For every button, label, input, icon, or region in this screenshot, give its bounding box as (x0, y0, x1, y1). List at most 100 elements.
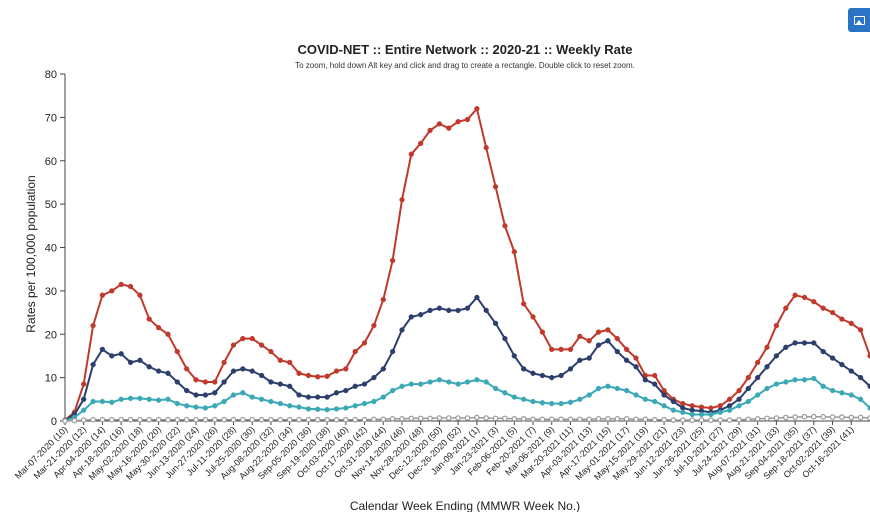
data-point[interactable] (380, 416, 387, 423)
data-point[interactable] (184, 366, 190, 372)
data-point[interactable] (736, 387, 742, 394)
data-point[interactable] (474, 414, 480, 421)
data-point[interactable] (212, 403, 218, 409)
data-point[interactable] (857, 414, 864, 421)
data-point[interactable] (633, 392, 639, 398)
data-point[interactable] (314, 416, 321, 423)
data-point[interactable] (670, 398, 677, 405)
data-point[interactable] (642, 377, 648, 383)
data-point[interactable] (202, 392, 209, 398)
data-point[interactable] (305, 394, 312, 400)
data-point[interactable] (352, 416, 359, 423)
data-point[interactable] (633, 416, 639, 423)
data-point[interactable] (202, 416, 209, 423)
data-point[interactable] (792, 340, 798, 346)
data-point[interactable] (127, 283, 134, 290)
data-point[interactable] (754, 415, 761, 422)
data-point[interactable] (90, 322, 96, 329)
data-point[interactable] (352, 348, 358, 355)
data-point[interactable] (399, 197, 405, 203)
data-point[interactable] (305, 372, 312, 379)
data-point[interactable] (848, 320, 854, 327)
data-point[interactable] (174, 379, 180, 385)
data-point[interactable] (230, 368, 237, 374)
data-point[interactable] (165, 370, 171, 376)
data-point[interactable] (755, 392, 761, 398)
data-point[interactable] (418, 312, 424, 318)
data-point[interactable] (296, 370, 302, 376)
data-point[interactable] (399, 415, 405, 422)
data-point[interactable] (361, 381, 368, 387)
data-point[interactable] (287, 383, 293, 389)
data-point[interactable] (577, 396, 583, 402)
data-point[interactable] (689, 403, 695, 409)
data-point[interactable] (371, 398, 377, 405)
data-point[interactable] (549, 374, 555, 381)
data-point[interactable] (726, 396, 733, 402)
data-point[interactable] (408, 381, 414, 387)
data-point[interactable] (427, 415, 433, 422)
data-point[interactable] (71, 417, 78, 424)
data-point[interactable] (455, 381, 461, 387)
data-point[interactable] (62, 418, 68, 424)
data-point[interactable] (745, 374, 751, 381)
data-point[interactable] (633, 364, 639, 370)
data-point[interactable] (605, 383, 611, 389)
data-point[interactable] (492, 415, 499, 422)
data-point[interactable] (623, 346, 630, 353)
data-point[interactable] (315, 406, 321, 412)
data-point[interactable] (174, 416, 181, 423)
data-point[interactable] (773, 322, 780, 329)
data-point[interactable] (623, 387, 630, 394)
data-point[interactable] (829, 414, 836, 420)
data-point[interactable] (839, 316, 845, 322)
data-point[interactable] (258, 396, 265, 402)
data-point[interactable] (137, 416, 143, 423)
data-point[interactable] (455, 415, 461, 421)
data-point[interactable] (492, 184, 499, 190)
data-point[interactable] (305, 416, 312, 423)
data-point[interactable] (717, 417, 724, 423)
data-point[interactable] (502, 223, 508, 229)
data-point[interactable] (221, 416, 227, 423)
data-point[interactable] (324, 373, 330, 379)
data-point[interactable] (137, 395, 143, 402)
data-point[interactable] (595, 342, 602, 348)
data-point[interactable] (277, 416, 284, 423)
data-point[interactable] (792, 414, 798, 420)
data-point[interactable] (745, 398, 751, 405)
data-point[interactable] (90, 361, 96, 368)
data-point[interactable] (268, 398, 274, 405)
data-point[interactable] (483, 415, 490, 421)
data-point[interactable] (474, 377, 480, 383)
data-point[interactable] (614, 415, 621, 422)
data-point[interactable] (446, 125, 452, 131)
data-point[interactable] (708, 411, 714, 418)
data-point[interactable] (586, 392, 592, 398)
data-point[interactable] (418, 381, 424, 387)
data-point[interactable] (258, 342, 265, 348)
data-point[interactable] (642, 416, 649, 423)
data-point[interactable] (483, 307, 489, 314)
data-point[interactable] (277, 357, 283, 363)
data-point[interactable] (680, 400, 686, 407)
data-point[interactable] (399, 327, 405, 333)
data-point[interactable] (755, 359, 761, 366)
data-point[interactable] (230, 342, 237, 348)
data-point[interactable] (333, 406, 340, 412)
data-point[interactable] (446, 379, 452, 385)
data-point[interactable] (726, 403, 733, 409)
data-point[interactable] (343, 405, 349, 411)
data-point[interactable] (389, 348, 396, 355)
data-point[interactable] (436, 305, 443, 311)
data-point[interactable] (127, 416, 134, 423)
data-point[interactable] (221, 398, 227, 405)
data-point[interactable] (652, 372, 658, 379)
data-point[interactable] (380, 394, 386, 400)
data-point[interactable] (446, 307, 452, 314)
data-point[interactable] (315, 374, 321, 380)
data-point[interactable] (661, 392, 667, 398)
data-point[interactable] (333, 416, 340, 423)
data-point[interactable] (193, 377, 199, 383)
